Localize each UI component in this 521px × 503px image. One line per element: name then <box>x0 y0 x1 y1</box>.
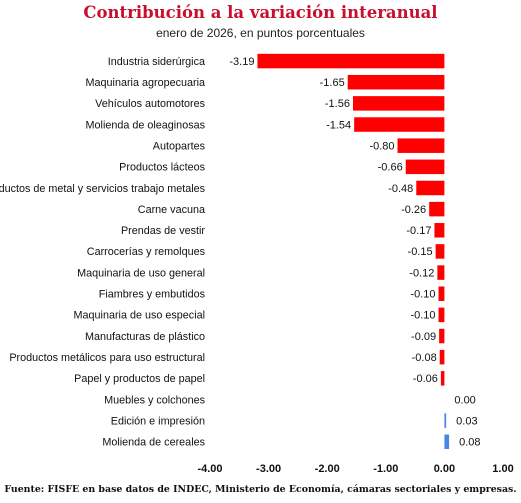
x-tick-label: 1.00 <box>492 463 513 475</box>
data-label: 0.00 <box>454 394 475 406</box>
data-label: -0.26 <box>401 204 426 216</box>
data-label: -3.19 <box>229 56 254 68</box>
data-label: -0.66 <box>378 162 403 174</box>
category-label: Carne vacuna <box>138 204 205 216</box>
bar <box>435 244 445 259</box>
bar <box>439 328 445 344</box>
data-label: 0.03 <box>456 415 477 427</box>
category-label: Vehículos automotores <box>95 98 205 110</box>
category-label: Productos metálicos para uso estructural <box>9 352 205 364</box>
x-tick-label: -2.00 <box>315 463 340 475</box>
bar <box>438 286 445 301</box>
data-label: -0.15 <box>408 246 433 258</box>
bar <box>429 201 445 217</box>
category-label: Molienda de cereales <box>102 437 205 449</box>
bar <box>438 307 445 323</box>
x-tick-label: -4.00 <box>197 463 222 475</box>
bar <box>434 223 445 238</box>
x-tick-label: -1.00 <box>373 463 398 475</box>
category-label: Productos lácteos <box>119 162 205 174</box>
data-label: 0.08 <box>459 437 480 449</box>
category-label: Fiambres y embutidos <box>99 289 206 301</box>
bar <box>352 96 445 111</box>
bar <box>257 53 445 69</box>
category-label: Autopartes <box>153 140 206 152</box>
category-label: Industria siderúrgica <box>108 56 205 68</box>
data-label: -0.12 <box>409 267 434 279</box>
data-label: -0.08 <box>412 352 437 364</box>
bar <box>397 138 445 153</box>
data-label: -1.65 <box>320 77 345 89</box>
category-label: Edición e impresión <box>111 415 205 427</box>
category-label: Productos de metal y servicios trabajo m… <box>0 183 206 195</box>
source-note: Fuente: FISFE en base datos de INDEC, Mi… <box>4 484 517 495</box>
category-label: Maquinaria agropecuaria <box>86 77 205 89</box>
x-tick-label: 0.00 <box>434 463 455 475</box>
bar <box>437 265 445 280</box>
data-label: -0.10 <box>410 289 435 301</box>
data-label: -0.09 <box>411 331 436 343</box>
data-label: -1.54 <box>326 119 351 131</box>
x-tick-label: -3.00 <box>256 463 281 475</box>
category-label: Muebles y colchones <box>104 394 205 406</box>
bar <box>444 413 447 428</box>
bar <box>444 434 450 450</box>
category-label: Manufacturas de plástico <box>85 331 205 343</box>
data-label: -0.06 <box>413 373 438 385</box>
data-label: -1.56 <box>325 98 350 110</box>
category-label: Papel y productos de papel <box>74 373 205 385</box>
category-label: Maquinaria de uso general <box>77 267 205 279</box>
bar <box>416 180 445 196</box>
bar <box>405 159 445 175</box>
category-label: Carrocerías y remolques <box>87 246 206 258</box>
category-label: Prendas de vestir <box>121 225 205 237</box>
data-label: -0.10 <box>410 310 435 322</box>
data-label: -0.80 <box>369 140 394 152</box>
chart-subtitle: enero de 2026, en puntos porcentuales <box>156 26 365 40</box>
bar <box>354 117 445 132</box>
data-label: -0.48 <box>388 183 413 195</box>
plot-area: Industria siderúrgica -3.19 Maquinaria agr… <box>0 53 514 475</box>
bar <box>440 371 445 386</box>
chart-title: Contribución a la variación interanual <box>83 3 438 22</box>
category-label: Maquinaria de uso especial <box>74 310 205 322</box>
bar <box>347 74 445 90</box>
data-label: -0.17 <box>406 225 431 237</box>
bar <box>439 349 445 365</box>
category-label: Molienda de oleaginosas <box>86 119 206 131</box>
